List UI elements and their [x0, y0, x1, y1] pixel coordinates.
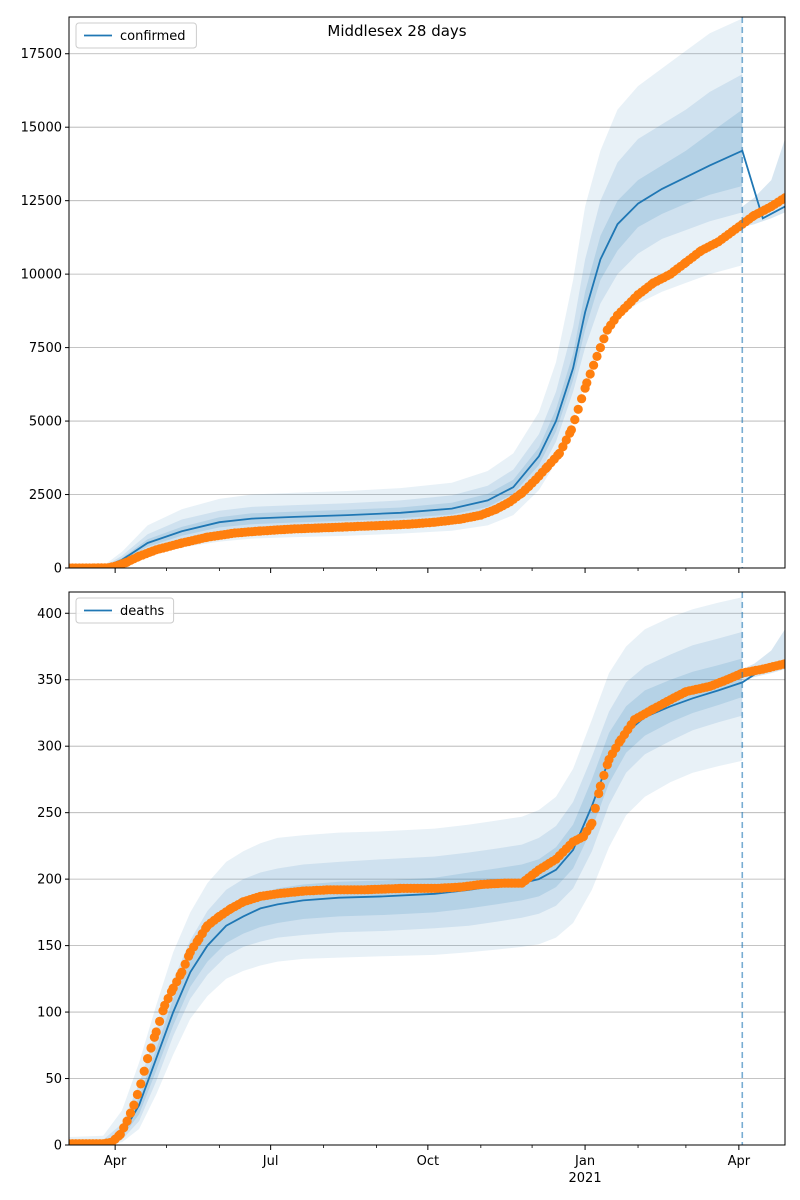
observed-points: [69, 659, 785, 1145]
observed-point: [143, 1054, 153, 1064]
observed-point: [780, 193, 785, 203]
uncertainty-band-middle: [69, 74, 743, 568]
observed-point: [136, 1079, 146, 1089]
observed-point: [177, 967, 187, 977]
y-tick-label: 7500: [29, 341, 62, 356]
x-tick-label: Oct: [417, 1154, 439, 1169]
observed-point: [599, 334, 609, 344]
model-line: [69, 149, 785, 568]
uncertainty-band-inner: [69, 658, 743, 1145]
observed-point: [125, 1108, 136, 1118]
observed-point: [132, 1089, 142, 1100]
observed-point: [582, 378, 592, 388]
y-tick-label: 2500: [29, 488, 62, 503]
observed-point: [160, 1000, 170, 1011]
observed-point: [599, 770, 609, 781]
observed-point: [589, 360, 599, 370]
x-tick-label: Apr: [728, 1154, 751, 1169]
legend-box: [75, 22, 197, 49]
observed-point: [570, 415, 580, 425]
x-tick-label: Apr: [104, 1154, 127, 1169]
deaths-panel: 0 50 100 150 200 250 300 350 400 Apr Jul Oct Jan Apr 2…: [37, 591, 786, 1186]
y-tick-label: 100: [37, 1006, 62, 1021]
y-tick-label: 400: [37, 607, 62, 622]
y-tick-label: 5000: [29, 415, 62, 430]
y-tick-label: 200: [37, 873, 62, 888]
axes-frame: [68, 591, 786, 1146]
observed-point: [577, 394, 587, 404]
y-tick-label: 250: [37, 806, 62, 821]
x-tick-label: Jul: [262, 1154, 279, 1169]
observed-point: [573, 404, 583, 414]
y-tick-label: 0: [54, 562, 62, 577]
figure-title: Middlesex 28 days: [327, 22, 466, 40]
plot-area: [69, 597, 785, 1145]
observed-point: [122, 1116, 132, 1126]
uncertainty-band-outer: [69, 18, 743, 568]
observed-point: [180, 959, 190, 969]
confirmed-panel: 0 2500 5000 7500 10000 12500 15000 17500 confirm…: [21, 16, 786, 577]
observed-point: [151, 1027, 161, 1037]
x-tick-label: Jan: [574, 1154, 595, 1169]
observed-point: [592, 351, 602, 361]
y-tick-label: 17500: [21, 47, 62, 62]
legend: confirmed: [75, 22, 197, 49]
observed-point: [595, 781, 606, 791]
observed-point: [585, 369, 595, 379]
observed-point: [590, 803, 600, 814]
observed-point: [595, 343, 606, 353]
legend-label: confirmed: [120, 29, 186, 44]
observed-point: [129, 1100, 139, 1110]
y-tick-label: 300: [37, 740, 62, 755]
y-tick-label: 12500: [21, 194, 62, 209]
observed-point: [780, 659, 785, 669]
y-tick-label: 50: [45, 1072, 62, 1087]
observed-point: [163, 993, 173, 1004]
legend-label: deaths: [120, 604, 165, 619]
x-year-label: 2021: [569, 1171, 602, 1186]
y-tick-label: 15000: [21, 121, 62, 136]
y-tick-label: 0: [54, 1139, 62, 1154]
observed-point: [566, 425, 577, 435]
y-tick-label: 10000: [21, 268, 62, 283]
observed-point: [146, 1043, 156, 1053]
observed-point: [587, 818, 597, 828]
legend: deaths: [75, 597, 175, 624]
observed-points: [69, 193, 785, 568]
axes-frame: [68, 16, 786, 569]
uncertainty-band-outer: [69, 597, 743, 1145]
plot-area: [69, 18, 785, 568]
observed-point: [594, 788, 604, 799]
observed-point: [139, 1066, 149, 1076]
legend-box: [75, 597, 175, 624]
y-tick-label: 350: [37, 673, 62, 688]
observed-point: [561, 435, 571, 445]
observed-point: [155, 1016, 165, 1026]
y-tick-label: 150: [37, 939, 62, 954]
